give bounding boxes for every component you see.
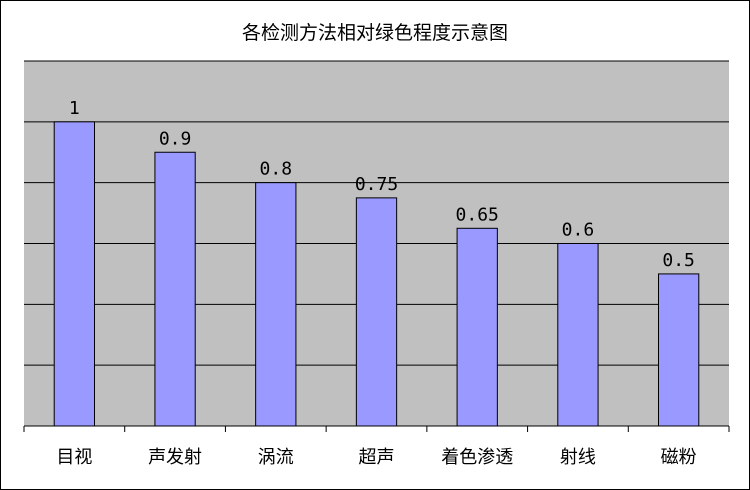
category-label: 声发射	[148, 447, 202, 468]
chart-title: 各检测方法相对绿色程度示意图	[242, 22, 508, 44]
bar	[53, 121, 95, 427]
bar	[557, 243, 599, 427]
data-label: 1	[69, 98, 80, 119]
bar-series	[53, 121, 700, 427]
x-axis	[23, 425, 730, 432]
bar	[355, 197, 398, 427]
data-labels: 1 0.9 0.8 0.75 0.65 0.6 0.5	[69, 98, 695, 271]
category-label: 着色渗透	[441, 447, 513, 468]
bar	[658, 273, 700, 427]
data-label: 0.8	[260, 159, 293, 180]
category-label: 磁粉	[661, 447, 697, 468]
data-label: 0.6	[562, 220, 595, 241]
data-label: 0.9	[159, 128, 192, 149]
category-label: 射线	[560, 447, 596, 468]
category-label: 超声	[359, 447, 395, 468]
data-label: 0.65	[456, 204, 499, 225]
bar	[255, 182, 297, 427]
category-label: 目视	[56, 447, 92, 468]
category-labels: 目视 声发射 涡流 超声 着色渗透 射线 磁粉	[56, 447, 696, 468]
category-label: 涡流	[258, 447, 294, 468]
bar	[154, 151, 196, 427]
data-label: 0.75	[355, 174, 398, 195]
bar	[456, 227, 498, 427]
data-label: 0.5	[662, 250, 695, 271]
